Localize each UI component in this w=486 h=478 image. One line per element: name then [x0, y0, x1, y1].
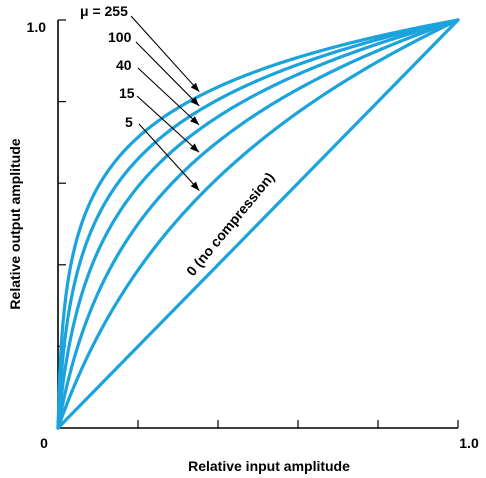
annotation-mu-40: 40	[116, 57, 132, 73]
series-line-mu-15	[56, 18, 460, 430]
arrow-shaft-2	[137, 67, 200, 126]
series-line-mu-255	[56, 18, 460, 430]
series-line-mu-0	[56, 18, 460, 430]
arrow-head-0	[190, 82, 200, 92]
arrow-head-2	[190, 116, 200, 125]
x-axis-label: Relative input amplitude	[188, 458, 350, 474]
arrow-head-1	[190, 97, 200, 106]
annotation-mu-100: 100	[108, 29, 132, 45]
arrow-head-4	[190, 181, 200, 191]
y-tick-label-1: 1.0	[27, 19, 47, 35]
arrow-shaft-1	[135, 41, 200, 107]
series-line-mu-100	[56, 18, 460, 430]
arrow-head-3	[190, 143, 199, 153]
curves	[56, 18, 460, 430]
series-line-mu-40	[56, 18, 460, 430]
x-tick-label-0: 0	[40, 435, 48, 451]
x-tick-label-1: 1.0	[459, 435, 479, 451]
series-line-mu-5	[56, 18, 460, 430]
arrow-shaft-4	[138, 123, 200, 191]
annotation-arrows	[130, 15, 200, 191]
arrow-shaft-3	[136, 95, 200, 153]
annotation-mu-255: μ = 255	[80, 3, 128, 19]
axes	[57, 19, 459, 429]
arrow-shaft-0	[130, 15, 200, 93]
annotation-mu-15: 15	[119, 85, 135, 101]
y-axis-label: Relative output amplitude	[7, 138, 23, 309]
annotation-mu-5: 5	[125, 114, 133, 130]
